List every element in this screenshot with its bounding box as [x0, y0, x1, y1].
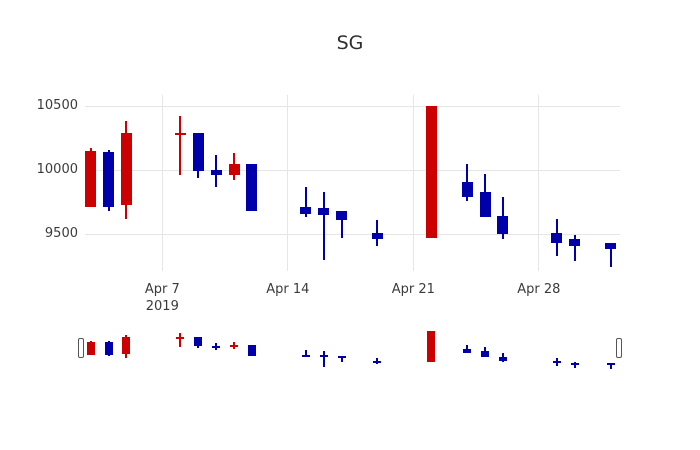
chart-title: SG: [336, 32, 364, 54]
candle-wick: [179, 116, 182, 176]
candle-wick: [322, 191, 325, 260]
horizontal-gridline: [85, 169, 620, 171]
rangeslider-candle-body: [104, 341, 113, 355]
rangeslider-candle-body: [373, 360, 382, 363]
candle-wick: [609, 242, 612, 268]
candle-wick: [376, 219, 379, 246]
candle-body: [569, 239, 581, 246]
candle-body: [497, 216, 509, 234]
vertical-gridline: [287, 95, 289, 271]
candle-body: [85, 150, 97, 208]
candle-body: [246, 163, 258, 211]
candle-wick: [340, 210, 343, 238]
candle-body: [192, 132, 204, 172]
y-tick-label: 10500: [36, 98, 78, 113]
rangeslider-candle-body: [427, 331, 436, 363]
rangeslider-candle-body: [570, 362, 579, 365]
horizontal-gridline: [85, 105, 620, 107]
rangeslider-candle-body: [606, 363, 615, 366]
horizontal-gridline: [85, 233, 620, 235]
rangeslider-candle-body: [498, 357, 507, 362]
candle-body: [551, 232, 563, 243]
candle-body: [371, 232, 383, 240]
x-tick-label: Apr 7: [144, 282, 180, 297]
rangeslider-candle-body: [319, 355, 328, 358]
rangeslider-candle-body: [122, 337, 131, 355]
candle-body: [103, 152, 114, 208]
rangeslider-candle-body: [230, 344, 239, 348]
rangeslider-candle-wick: [376, 357, 379, 364]
x-tick-year-label: 2019: [145, 299, 179, 314]
candle-body: [605, 242, 617, 250]
x-tick-label: Apr 28: [517, 282, 561, 297]
rangeslider-candle-body: [86, 341, 95, 355]
candle-body: [461, 181, 473, 197]
rangeslider-candle-wick: [179, 333, 182, 348]
rangeslider-candle-body: [212, 346, 221, 349]
rangeslider-candle-wick: [573, 361, 576, 368]
candle-body: [425, 106, 437, 238]
rangeslider-candle-body: [176, 337, 185, 340]
rangeslider-candle-wick: [304, 350, 307, 358]
candle-body: [336, 210, 348, 220]
vertical-gridline: [538, 95, 540, 271]
y-tick-label: 9500: [44, 226, 78, 241]
candle-body: [228, 163, 240, 176]
rangeslider-candle-body: [552, 360, 561, 364]
rangeslider-candle-body: [337, 355, 346, 358]
rangeslider-candle-wick: [340, 355, 343, 363]
vertical-gridline: [412, 95, 414, 271]
rangeslider-candle-body: [301, 354, 310, 357]
candle-wick: [573, 235, 576, 261]
rangeslider-left-handle[interactable]: [77, 338, 84, 358]
vertical-gridline: [161, 95, 163, 271]
x-tick-label: Apr 21: [391, 282, 435, 297]
rangeslider-candle-wick: [322, 351, 325, 368]
candle-body: [174, 132, 186, 136]
rangeslider-candle-body: [463, 348, 472, 353]
candle-body: [300, 207, 312, 214]
rangeslider-right-handle[interactable]: [615, 338, 622, 358]
y-tick-label: 10000: [36, 162, 78, 177]
rangeslider-candle-body: [481, 351, 490, 358]
candle-body: [318, 208, 330, 215]
rangeslider-candle-body: [247, 344, 256, 356]
rangeslider-candle-body: [194, 337, 203, 347]
candle-wick: [304, 186, 307, 218]
candle-body: [479, 191, 491, 218]
rangeslider-candle-wick: [609, 363, 612, 370]
x-tick-label: Apr 14: [266, 282, 310, 297]
candle-body: [210, 170, 222, 176]
candle-body: [120, 132, 132, 205]
